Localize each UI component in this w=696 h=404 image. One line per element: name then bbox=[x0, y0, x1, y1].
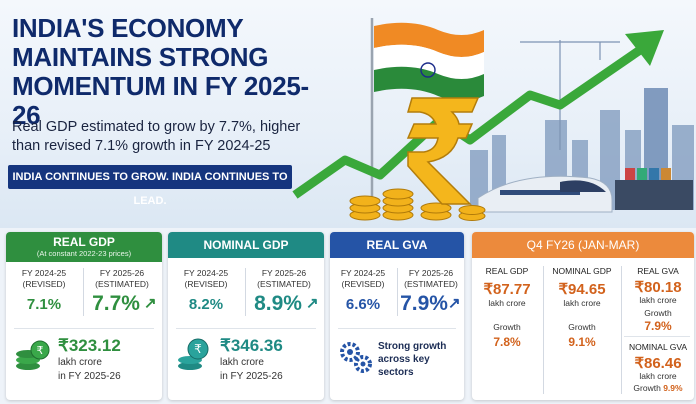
crane-icon bbox=[520, 40, 620, 150]
col2-value: 7.9% bbox=[400, 292, 448, 315]
subtitle-line: than revised 7.1% growth in FY 2024-25 bbox=[12, 138, 271, 154]
up-arrow-icon: ↗ bbox=[144, 295, 157, 312]
gold-coins-icon bbox=[349, 188, 486, 221]
hero-section: INDIA'S ECONOMY MAINTAINS STRONG MOMENTU… bbox=[0, 0, 696, 228]
svg-text:₹: ₹ bbox=[37, 344, 44, 357]
amount-period: in FY 2025-26 bbox=[220, 371, 283, 382]
col1-tag: (REVISED) bbox=[341, 279, 385, 289]
q4-gva-growth: 7.9% bbox=[644, 319, 672, 333]
subtitle-line: Real GDP estimated to grow by 7.7%, high… bbox=[12, 119, 301, 135]
nominal-gdp-header: NOMINAL GDP bbox=[168, 232, 324, 258]
india-flag-icon bbox=[370, 18, 484, 205]
col2-tag: (ESTIMATED) bbox=[257, 279, 311, 289]
real-gdp-card: REAL GDP (At constant 2022-23 prices) FY… bbox=[6, 232, 162, 400]
q4-header: Q4 FY26 (JAN-MAR) bbox=[472, 232, 694, 258]
col2-label: FY 2025-26 bbox=[408, 268, 454, 278]
q4-ngva-growth: 9.9% bbox=[663, 383, 683, 393]
nominal-gdp-card: NOMINAL GDP FY 2024-25 (REVISED) 8.2% FY… bbox=[168, 232, 324, 400]
col2-tag: (ESTIMATED) bbox=[404, 279, 458, 289]
divider bbox=[176, 328, 316, 329]
divider bbox=[543, 266, 544, 394]
real-gva-card: REAL GVA FY 2024-25 (REVISED) 6.6% FY 20… bbox=[330, 232, 464, 400]
col1-label: FY 2024-25 bbox=[340, 268, 386, 278]
title-line: MAINTAINS STRONG bbox=[12, 42, 269, 72]
divider bbox=[397, 268, 398, 316]
divider bbox=[83, 268, 84, 316]
note-line: Strong growth bbox=[378, 341, 447, 352]
train-icon bbox=[477, 175, 613, 213]
title-line: MOMENTUM IN FY 2025-26 bbox=[12, 71, 309, 130]
col2-value: 8.9% bbox=[254, 292, 302, 315]
amount-period: in FY 2025-26 bbox=[58, 371, 121, 382]
q4-gdp-growth: 7.8% bbox=[493, 335, 521, 349]
q4-gva-label: REAL GVA bbox=[637, 266, 679, 276]
q4-ngdp-unit: lakh crore bbox=[563, 298, 601, 308]
divider bbox=[14, 328, 154, 329]
col1-value: 6.6% bbox=[345, 296, 381, 313]
q4-ngdp-label: NOMINAL GDP bbox=[552, 266, 612, 276]
q4-ngva-growth-label: Growth bbox=[633, 383, 661, 393]
card-title: REAL GDP bbox=[53, 235, 115, 249]
rupee-symbol-icon bbox=[406, 97, 480, 205]
real-gva-header: REAL GVA bbox=[330, 232, 464, 258]
cargo-ship-icon bbox=[615, 168, 693, 210]
col1-tag: (REVISED) bbox=[184, 279, 228, 289]
q4-gdp-label: REAL GDP bbox=[485, 266, 529, 276]
up-arrow-icon: ↗ bbox=[448, 295, 461, 312]
q4-gva-amount: ₹80.18 bbox=[634, 279, 682, 296]
stats-cards: REAL GDP (At constant 2022-23 prices) FY… bbox=[6, 232, 694, 400]
divider bbox=[624, 336, 690, 337]
col1-value: 8.2% bbox=[188, 296, 224, 313]
title-line: INDIA'S ECONOMY bbox=[12, 13, 244, 43]
q4-ngva-amount: ₹86.46 bbox=[634, 355, 682, 372]
amount-unit: lakh crore bbox=[220, 357, 264, 368]
col1-value: 7.1% bbox=[26, 296, 62, 313]
q4-gva-growth-label: Growth bbox=[644, 308, 672, 318]
col2-label: FY 2025-26 bbox=[99, 268, 145, 278]
col1-label: FY 2024-25 bbox=[21, 268, 67, 278]
note-line: sectors bbox=[378, 367, 414, 378]
q4-gdp-unit: lakh crore bbox=[488, 298, 526, 308]
divider bbox=[245, 268, 246, 316]
q4-ngva-label: NOMINAL GVA bbox=[628, 342, 688, 352]
q4-card: Q4 FY26 (JAN-MAR) REAL GDP ₹87.77 lakh c… bbox=[472, 232, 694, 400]
col2-tag: (ESTIMATED) bbox=[95, 279, 149, 289]
col1-tag: (REVISED) bbox=[22, 279, 66, 289]
col1-label: FY 2024-25 bbox=[183, 268, 229, 278]
q4-ngdp-growth: 9.1% bbox=[568, 335, 596, 349]
coins-icon: ₹ bbox=[16, 340, 50, 370]
amount: ₹346.36 bbox=[220, 336, 283, 355]
svg-text:₹: ₹ bbox=[194, 342, 202, 356]
divider bbox=[338, 328, 456, 329]
up-arrow-icon: ↗ bbox=[306, 295, 319, 312]
q4-gva-unit: lakh crore bbox=[639, 295, 677, 305]
col2-value: 7.7% bbox=[92, 292, 140, 315]
q4-ngva-unit: lakh crore bbox=[639, 371, 677, 381]
card-note: (At constant 2022-23 prices) bbox=[36, 249, 132, 258]
hero-illustration bbox=[292, 18, 694, 221]
note-line: across key bbox=[378, 354, 430, 365]
divider bbox=[621, 266, 622, 394]
real-gdp-header: REAL GDP (At constant 2022-23 prices) bbox=[6, 232, 162, 262]
amount-unit: lakh crore bbox=[58, 357, 102, 368]
rupee-coins-icon: ₹ bbox=[178, 338, 209, 370]
q4-ngdp-growth-label: Growth bbox=[568, 322, 596, 332]
q4-ngva-growth-row: Growth 9.9% bbox=[622, 383, 694, 394]
tagline-banner: INDIA CONTINUES TO GROW. INDIA CONTINUES… bbox=[8, 165, 292, 207]
q4-gdp-amount: ₹87.77 bbox=[483, 281, 531, 298]
q4-gdp-growth-label: Growth bbox=[493, 322, 521, 332]
gears-icon bbox=[340, 342, 372, 373]
amount: ₹323.12 bbox=[58, 336, 121, 355]
col2-label: FY 2025-26 bbox=[261, 268, 307, 278]
page-title: INDIA'S ECONOMY MAINTAINS STRONG MOMENTU… bbox=[12, 14, 312, 130]
subtitle: Real GDP estimated to grow by 7.7%, high… bbox=[12, 118, 312, 156]
q4-ngdp-amount: ₹94.65 bbox=[558, 281, 606, 298]
